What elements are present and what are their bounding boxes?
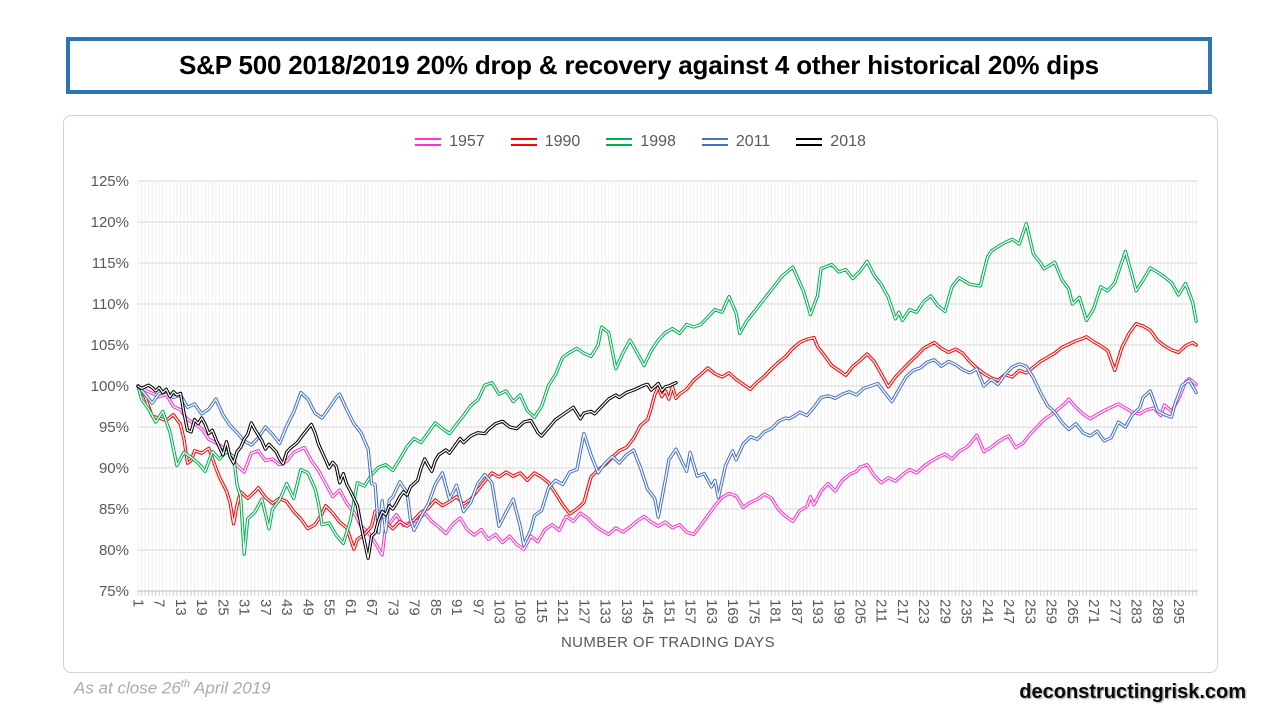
x-axis-label: 79 bbox=[406, 599, 423, 616]
x-axis-label: 241 bbox=[979, 599, 996, 624]
x-axis-label: 31 bbox=[236, 599, 253, 616]
legend-marker-2011 bbox=[701, 138, 728, 146]
page-title: S&P 500 2018/2019 20% drop & recovery ag… bbox=[179, 50, 1099, 80]
x-axis-label: 229 bbox=[936, 599, 953, 624]
x-axis-label: 25 bbox=[214, 599, 231, 616]
x-axis-label: 133 bbox=[597, 599, 614, 624]
legend-marker-1998 bbox=[606, 138, 633, 146]
y-axis-label: 85% bbox=[99, 501, 129, 518]
x-axis-label: 73 bbox=[384, 599, 401, 616]
y-axis-label: 110% bbox=[92, 296, 129, 313]
legend-item-2018: 2018 bbox=[796, 133, 866, 151]
legend-label: 1957 bbox=[449, 133, 485, 150]
as-at-prefix: As at close 26 bbox=[74, 678, 181, 698]
y-axis-label: 120% bbox=[91, 214, 129, 231]
x-axis-label: 85 bbox=[427, 599, 444, 616]
x-axis-label: 61 bbox=[342, 599, 359, 616]
x-axis-label: 289 bbox=[1149, 599, 1166, 624]
x-axis-label: 277 bbox=[1106, 599, 1123, 624]
x-axis-label: 145 bbox=[639, 599, 656, 624]
site-watermark: deconstructingrisk.com bbox=[1019, 681, 1246, 703]
x-axis-label: 127 bbox=[575, 599, 592, 624]
x-axis-label: 163 bbox=[703, 599, 720, 624]
legend-item-1957: 1957 bbox=[415, 133, 485, 151]
as-at-date-note: As at close 26th April 2019 bbox=[74, 678, 271, 699]
x-axis-label: 247 bbox=[1000, 599, 1017, 624]
x-axis-label: 283 bbox=[1128, 599, 1145, 624]
x-axis-label: 121 bbox=[554, 599, 571, 624]
x-axis-label: 103 bbox=[491, 599, 508, 624]
legend-label: 1990 bbox=[544, 133, 581, 150]
legend-item-1998: 1998 bbox=[606, 133, 676, 151]
legend-label: 1998 bbox=[640, 133, 676, 150]
x-axis-label: 181 bbox=[767, 599, 784, 624]
legend-item-2011: 2011 bbox=[701, 133, 771, 151]
legend-label: 2018 bbox=[830, 133, 866, 150]
x-axis-label: 91 bbox=[448, 599, 465, 616]
x-axis-label: 235 bbox=[958, 599, 975, 624]
x-axis-title: NUMBER OF TRADING DAYS bbox=[561, 634, 775, 651]
x-axis-label: 49 bbox=[299, 599, 316, 616]
x-axis-label: 175 bbox=[745, 599, 762, 624]
y-axis-label: 95% bbox=[99, 419, 129, 436]
x-axis-label: 157 bbox=[682, 599, 699, 624]
legend-marker-2018 bbox=[796, 138, 823, 146]
legend-marker-1957 bbox=[415, 138, 442, 146]
legend-item-1990: 1990 bbox=[510, 133, 581, 151]
x-axis-label: 253 bbox=[1021, 599, 1038, 624]
x-axis-label: 67 bbox=[363, 599, 380, 616]
chart-title-box: S&P 500 2018/2019 20% drop & recovery ag… bbox=[66, 37, 1212, 94]
x-axis-label: 259 bbox=[1043, 599, 1060, 624]
x-axis-label: 43 bbox=[278, 599, 295, 616]
x-axis-label: 55 bbox=[321, 599, 338, 616]
x-axis-label: 1 bbox=[130, 599, 147, 607]
series-line-core-1998 bbox=[137, 222, 1197, 555]
chart-svg: 125%120%115%110%105%100%95%90%85%80%75%1… bbox=[91, 173, 1198, 651]
x-axis-label: 223 bbox=[915, 599, 932, 624]
series-line-core-2018 bbox=[137, 382, 677, 559]
x-axis-label: 169 bbox=[724, 599, 741, 624]
y-axis-label: 105% bbox=[91, 337, 129, 354]
x-axis-label: 199 bbox=[830, 599, 847, 624]
x-axis-label: 217 bbox=[894, 599, 911, 624]
as-at-ordinal: th bbox=[180, 678, 190, 690]
x-axis-label: 151 bbox=[660, 599, 677, 624]
x-axis-label: 115 bbox=[533, 599, 550, 623]
x-axis-label: 19 bbox=[193, 599, 210, 616]
x-axis-label: 37 bbox=[257, 599, 274, 616]
x-axis-label: 97 bbox=[469, 599, 486, 616]
legend-marker-1990 bbox=[510, 138, 537, 146]
series-line-core-1957 bbox=[137, 377, 1197, 556]
y-axis-label: 115% bbox=[92, 255, 129, 272]
as-at-suffix: April 2019 bbox=[189, 678, 271, 698]
x-axis-label: 139 bbox=[618, 599, 635, 624]
series-line-core-1990 bbox=[137, 323, 1197, 550]
chart-legend: 1957 1990 1998 2011 2018 bbox=[64, 133, 1217, 151]
legend-label: 2011 bbox=[735, 133, 771, 150]
x-axis-label: 211 bbox=[873, 599, 890, 623]
y-axis-label: 90% bbox=[99, 460, 129, 477]
x-axis-label: 295 bbox=[1170, 599, 1187, 624]
y-axis-label: 125% bbox=[91, 173, 129, 190]
x-axis-label: 187 bbox=[788, 599, 805, 624]
x-axis-label: 265 bbox=[1064, 599, 1081, 624]
x-axis-label: 13 bbox=[172, 599, 189, 616]
y-axis-label: 100% bbox=[91, 378, 129, 395]
y-axis-label: 75% bbox=[99, 583, 129, 600]
x-axis-label: 7 bbox=[151, 599, 168, 607]
y-axis-label: 80% bbox=[99, 542, 129, 559]
series-line-core-2011 bbox=[137, 359, 1197, 546]
x-axis-label: 193 bbox=[809, 599, 826, 624]
x-axis-label: 271 bbox=[1085, 599, 1102, 624]
chart-card: 1957 1990 1998 2011 2018 125% 120% 115% 110% 105… bbox=[63, 115, 1218, 673]
x-axis-label: 205 bbox=[852, 599, 869, 624]
x-axis-label: 109 bbox=[512, 599, 529, 624]
